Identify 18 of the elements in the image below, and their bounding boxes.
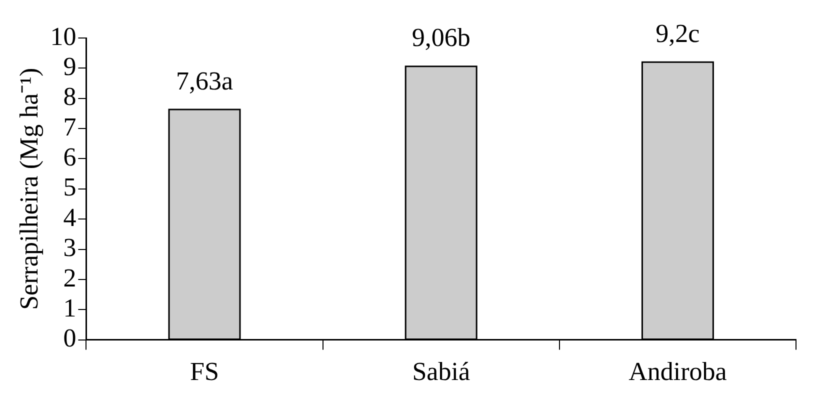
y-tick-label: 2 <box>63 263 76 292</box>
x-tick-label: Sabiá <box>412 357 470 386</box>
y-axis-title: Serrapilheira (Mg ha⁻¹) <box>14 68 44 310</box>
data-label: 9,06b <box>412 23 470 52</box>
y-tick-label: 5 <box>63 172 76 202</box>
y-tick-label: 4 <box>63 202 76 232</box>
x-tick-label: Andiroba <box>628 357 728 386</box>
data-label: 9,2c <box>656 18 700 48</box>
y-tick-label: 10 <box>50 22 76 51</box>
data-label: 7,63a <box>176 66 234 96</box>
x-tick-label: FS <box>190 357 219 386</box>
y-tick-label: 3 <box>63 233 76 262</box>
y-tick-label: 9 <box>63 52 76 82</box>
y-tick-label: 1 <box>63 293 76 322</box>
y-tick-label: 8 <box>63 82 76 112</box>
y-tick-label: 7 <box>63 112 76 142</box>
y-tick-label: 0 <box>63 324 76 353</box>
y-tick-label: 6 <box>63 142 76 172</box>
